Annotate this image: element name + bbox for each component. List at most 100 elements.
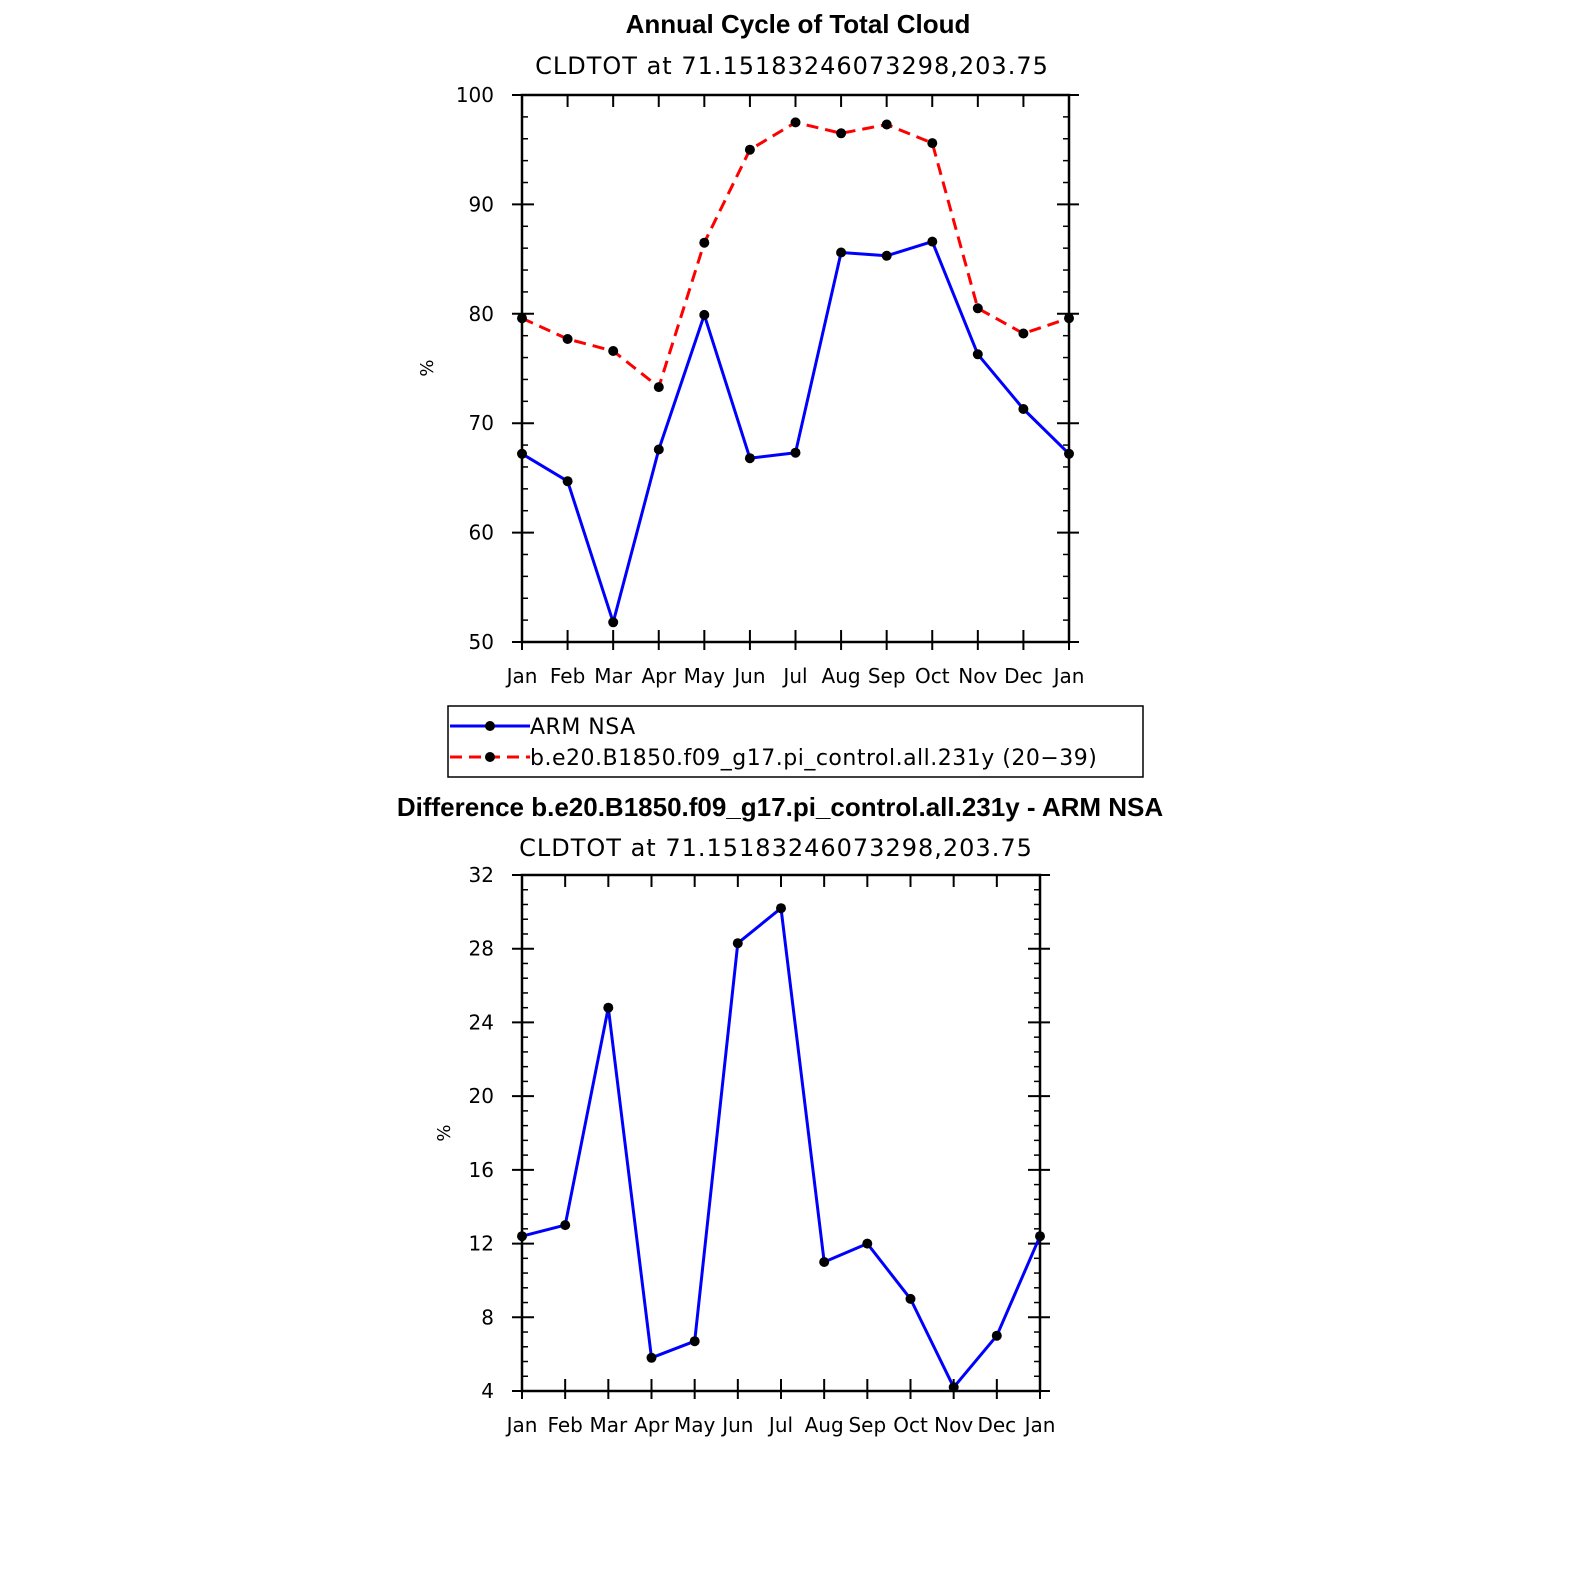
- data-point: [608, 346, 619, 356]
- y-tick-label: 4: [481, 1379, 494, 1403]
- data-point: [562, 476, 573, 487]
- chart-subtitle: CLDTOT at 71.15183246073298,203.75: [519, 834, 1033, 862]
- x-tick-label: Apr: [634, 1413, 669, 1437]
- x-tick-label: Jan: [1023, 1413, 1056, 1437]
- data-point: [1035, 1231, 1045, 1242]
- x-tick-label: Jul: [767, 1413, 793, 1437]
- data-point: [991, 1330, 1002, 1341]
- chart-title: Annual Cycle of Total Cloud: [626, 9, 971, 39]
- legend-label-obs: ARM NSA: [530, 715, 636, 740]
- plot-frame: [520, 93, 1071, 644]
- x-tick-label: Oct: [893, 1413, 928, 1437]
- y-axis-label: %: [417, 359, 438, 376]
- data-point: [1064, 448, 1074, 459]
- data-point: [1064, 313, 1074, 324]
- data-point: [972, 349, 983, 360]
- data-point: [517, 1231, 527, 1242]
- x-tick-label: Jun: [732, 664, 765, 688]
- data-point: [927, 138, 938, 149]
- axes: [520, 93, 1071, 644]
- y-tick-label: 100: [456, 83, 494, 107]
- y-tick-label: 50: [469, 630, 494, 654]
- data-point: [881, 250, 892, 261]
- chart-title: Difference b.e20.B1850.f09_g17.pi_contro…: [397, 792, 1164, 822]
- y-tick-label: 70: [469, 411, 494, 435]
- ticks: Jan Feb Mar Apr May Jun Jul Aug Sep Oct Nov Dec Jan 4…: [469, 863, 1056, 1437]
- data-point: [560, 1220, 571, 1231]
- y-tick-label: 80: [469, 302, 494, 326]
- legend-marker-obs: [485, 721, 495, 731]
- data-point: [517, 313, 527, 324]
- x-tick-label: Jun: [720, 1413, 753, 1437]
- x-tick-label: Nov: [958, 664, 997, 688]
- x-tick-label: Jan: [1052, 664, 1085, 688]
- x-tick-label: Jan: [505, 1413, 538, 1437]
- data-point: [790, 117, 801, 128]
- y-tick-label: 20: [469, 1084, 494, 1108]
- legend-marker-model: [485, 752, 495, 762]
- x-tick-label: Sep: [848, 1413, 886, 1437]
- data-point: [1018, 328, 1029, 339]
- data-point: [608, 617, 619, 628]
- x-tick-label: Feb: [547, 1413, 582, 1437]
- data-point: [790, 447, 801, 458]
- data-point: [699, 309, 710, 320]
- series-markers: [517, 117, 1074, 628]
- x-tick-label: Mar: [589, 1413, 628, 1437]
- data-point: [972, 303, 983, 314]
- annual-cycle-chart: Annual Cycle of Total Cloud CLDTOT at 71…: [417, 9, 1084, 688]
- x-tick-label: May: [674, 1413, 716, 1437]
- legend-box: [447, 705, 1144, 778]
- difference-chart: Difference b.e20.B1850.f09_g17.pi_contro…: [397, 792, 1164, 1437]
- data-point: [689, 1336, 700, 1347]
- series-lines: [521, 120, 1071, 624]
- x-tick-label: Dec: [977, 1413, 1016, 1437]
- y-tick-label: 32: [469, 863, 494, 887]
- x-tick-label: Apr: [641, 664, 676, 688]
- y-tick-label: 90: [469, 192, 494, 216]
- data-point: [881, 119, 892, 130]
- x-tick-label: Feb: [550, 664, 585, 688]
- data-point: [819, 1257, 830, 1267]
- data-point: [776, 903, 786, 914]
- data-point: [862, 1238, 873, 1249]
- ticks: Jan Feb Mar Apr May Jun Jul Aug Sep Oct Nov Dec Jan 5…: [456, 83, 1085, 688]
- data-point: [646, 1352, 657, 1363]
- data-point: [744, 453, 755, 464]
- data-point: [744, 144, 755, 155]
- x-tick-label: Dec: [1004, 664, 1043, 688]
- data-point: [1018, 404, 1029, 414]
- data-point: [517, 448, 527, 459]
- data-point: [562, 334, 573, 344]
- x-tick-label: Sep: [868, 664, 906, 688]
- legend-label-model: b.e20.B1850.f09_g17.pi_control.all.231y …: [530, 746, 1097, 771]
- plot-frame: [520, 873, 1042, 1393]
- x-tick-label: Nov: [934, 1413, 973, 1437]
- series-line-0: [521, 240, 1071, 624]
- series-line-0: [521, 906, 1042, 1389]
- y-tick-label: 8: [481, 1305, 494, 1329]
- y-tick-label: 60: [469, 521, 494, 545]
- data-point: [653, 382, 664, 393]
- data-point: [905, 1293, 916, 1304]
- series-line-1: [521, 120, 1070, 389]
- chart-subtitle: CLDTOT at 71.15183246073298,203.75: [535, 52, 1049, 80]
- series-lines: [521, 906, 1042, 1389]
- data-point: [836, 247, 847, 258]
- data-point: [836, 128, 847, 139]
- x-tick-label: May: [684, 664, 726, 688]
- series-markers: [517, 903, 1045, 1393]
- y-tick-label: 28: [469, 937, 494, 961]
- x-tick-label: Oct: [915, 664, 950, 688]
- x-tick-label: Jan: [505, 664, 538, 688]
- x-tick-label: Aug: [822, 664, 861, 688]
- axes: [520, 873, 1042, 1393]
- x-tick-label: Mar: [594, 664, 633, 688]
- legend: ARM NSA b.e20.B1850.f09_g17.pi_control.a…: [447, 705, 1144, 778]
- y-axis-label: %: [434, 1124, 455, 1141]
- data-point: [927, 236, 938, 247]
- data-point: [699, 237, 710, 248]
- data-point: [732, 938, 743, 949]
- y-tick-label: 16: [469, 1158, 494, 1182]
